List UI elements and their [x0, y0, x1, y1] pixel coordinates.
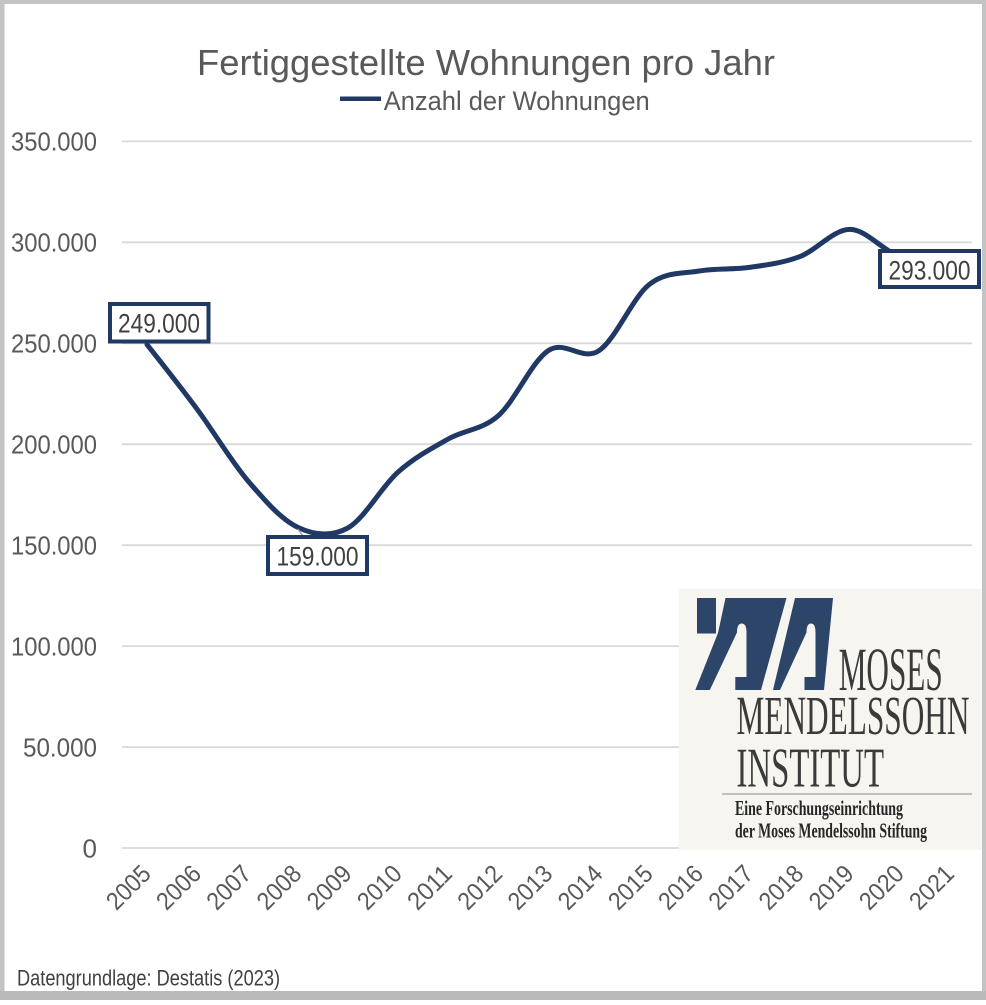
svg-text:249.000: 249.000 [118, 309, 200, 339]
svg-text:der Moses Mendelssohn Stiftung: der Moses Mendelssohn Stiftung [735, 819, 927, 843]
svg-text:150.000: 150.000 [11, 531, 97, 561]
svg-text:293.000: 293.000 [889, 256, 971, 286]
svg-text:100.000: 100.000 [11, 631, 97, 661]
svg-text:0: 0 [83, 833, 97, 863]
svg-text:200.000: 200.000 [11, 430, 97, 460]
svg-text:300.000: 300.000 [11, 228, 97, 258]
svg-text:Anzahl der Wohnungen: Anzahl der Wohnungen [384, 86, 650, 116]
svg-text:INSTITUT: INSTITUT [737, 738, 885, 800]
svg-text:159.000: 159.000 [277, 542, 359, 572]
svg-text:Eine Forschungseinrichtung: Eine Forschungseinrichtung [735, 796, 903, 820]
svg-text:MENDELSSOHN: MENDELSSOHN [737, 685, 970, 746]
svg-text:250.000: 250.000 [11, 329, 97, 359]
svg-text:50.000: 50.000 [23, 732, 97, 762]
svg-text:Fertiggestellte Wohnungen pro: Fertiggestellte Wohnungen pro Jahr [197, 42, 775, 83]
svg-text:Datengrundlage: Destatis (2023: Datengrundlage: Destatis (2023) [17, 966, 280, 991]
svg-text:MOSES: MOSES [839, 636, 943, 704]
svg-text:350.000: 350.000 [11, 127, 97, 157]
